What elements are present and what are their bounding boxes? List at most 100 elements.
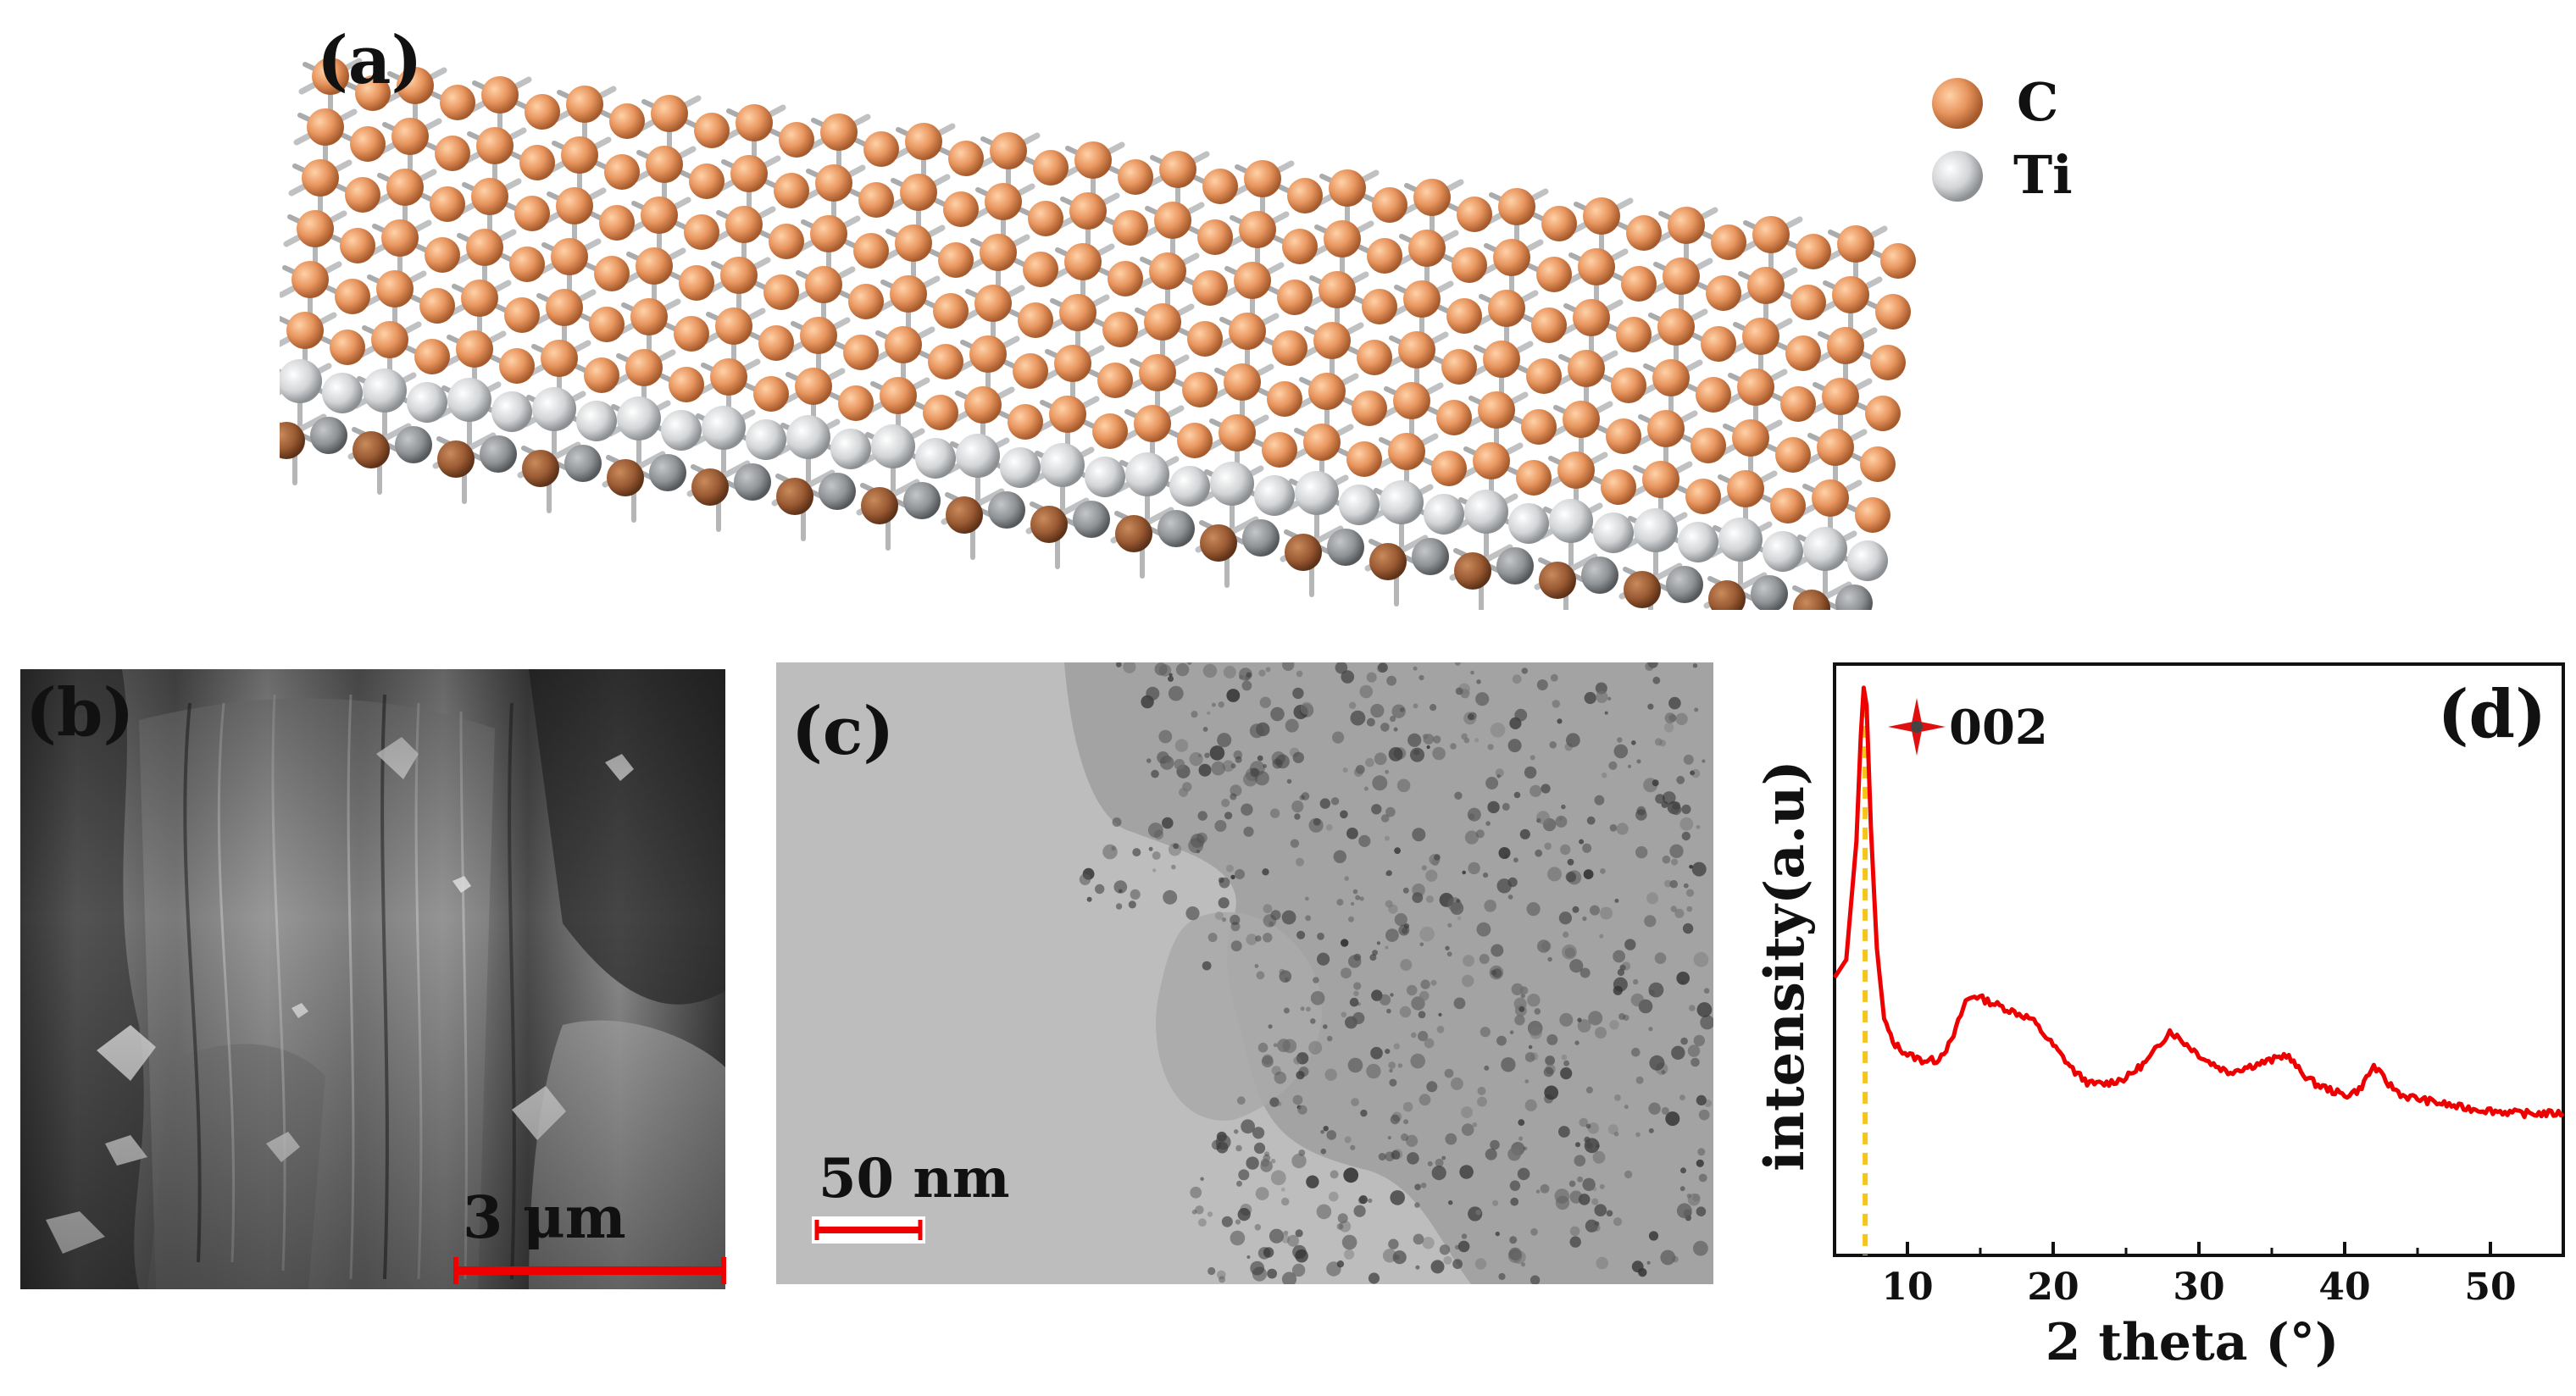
tem-particle bbox=[1456, 899, 1460, 903]
carbon-atom bbox=[435, 136, 470, 171]
carbon-atom bbox=[679, 265, 714, 301]
carbon-atom bbox=[1642, 461, 1679, 498]
tem-particle bbox=[1413, 666, 1418, 671]
carbon-atom bbox=[853, 233, 889, 269]
tem-particle bbox=[1446, 951, 1452, 957]
tem-particle bbox=[1655, 794, 1665, 804]
carbon-atom bbox=[1393, 382, 1430, 419]
carbon-atom bbox=[312, 58, 349, 95]
tem-particle bbox=[1174, 758, 1185, 770]
carbon-atom bbox=[371, 321, 408, 358]
carbon-atom-lower bbox=[691, 468, 729, 506]
titanium-atom-lower bbox=[1327, 529, 1364, 566]
tem-particle bbox=[1214, 911, 1224, 920]
tem-particle bbox=[1698, 1173, 1707, 1183]
tem-particle bbox=[1353, 1205, 1366, 1217]
tem-particle bbox=[1218, 701, 1224, 708]
tem-particle bbox=[1579, 967, 1591, 978]
tem-particle bbox=[1257, 1247, 1271, 1260]
tem-particle bbox=[1558, 1126, 1570, 1138]
tem-particle bbox=[1585, 1086, 1593, 1094]
tem-particle bbox=[1648, 1231, 1659, 1241]
tem-particle bbox=[1426, 745, 1430, 750]
titanium-atom bbox=[1549, 499, 1593, 543]
tem-particle bbox=[1702, 759, 1706, 763]
carbon-atom bbox=[1097, 363, 1133, 398]
tem-particle bbox=[1189, 752, 1203, 767]
tem-particle bbox=[1402, 887, 1409, 894]
tem-particle bbox=[1560, 1067, 1573, 1080]
tem-particle bbox=[1635, 1076, 1644, 1084]
tem-particle bbox=[1648, 982, 1664, 998]
titanium-atom bbox=[786, 415, 830, 459]
tem-particle bbox=[1297, 1105, 1307, 1115]
tem-particle bbox=[1696, 1002, 1713, 1017]
tem-particle bbox=[1648, 1102, 1661, 1115]
carbon-atom bbox=[1308, 373, 1346, 410]
tem-particle bbox=[1295, 1229, 1303, 1238]
tem-particle bbox=[1683, 754, 1694, 765]
titanium-atom-lower bbox=[1158, 510, 1195, 547]
tem-particle bbox=[1599, 1183, 1605, 1189]
titanium-atom bbox=[1593, 512, 1634, 553]
carbon-atom bbox=[938, 242, 974, 278]
carbon-atom-lower bbox=[861, 487, 898, 524]
carbon-atom bbox=[345, 177, 380, 213]
tem-particle bbox=[1485, 777, 1499, 789]
tem-particle bbox=[1433, 735, 1441, 744]
titanium-atom bbox=[1634, 508, 1678, 552]
x-axis-label: 2 theta (°) bbox=[2046, 1313, 2339, 1372]
tem-particle bbox=[1262, 1054, 1274, 1065]
carbon-atom bbox=[355, 75, 391, 111]
tem-particle bbox=[1518, 1006, 1525, 1012]
tem-particle bbox=[1474, 738, 1480, 743]
tem-particle bbox=[1202, 663, 1218, 679]
tem-particle bbox=[1693, 1240, 1708, 1256]
tem-particle bbox=[1617, 968, 1625, 977]
tem-particle bbox=[1514, 708, 1528, 722]
carbon-atom bbox=[584, 357, 619, 393]
tem-particle bbox=[1596, 690, 1608, 703]
star-center bbox=[1911, 721, 1923, 733]
tem-particle bbox=[1680, 1167, 1686, 1174]
tem-particle bbox=[1209, 745, 1225, 761]
carbon-atom bbox=[556, 187, 593, 224]
panel-b-label: (b) bbox=[25, 674, 135, 751]
tem-particle bbox=[1296, 670, 1303, 678]
titanium-atom-lower bbox=[1666, 566, 1703, 603]
tem-particle bbox=[1260, 1158, 1269, 1167]
tem-particle bbox=[1534, 1008, 1541, 1015]
tem-particle bbox=[1282, 1039, 1297, 1054]
panel-a-label: (a) bbox=[317, 22, 423, 99]
carbon-atom bbox=[725, 206, 763, 243]
tem-particle bbox=[1385, 806, 1396, 817]
tem-particle bbox=[1324, 1068, 1337, 1081]
titanium-atom bbox=[1295, 471, 1339, 515]
titanium-atom bbox=[491, 391, 532, 432]
legend-label-carbon: C bbox=[2017, 71, 2059, 133]
carbon-atom bbox=[1493, 239, 1530, 276]
tem-particle bbox=[1472, 1122, 1478, 1127]
tem-particle bbox=[1464, 830, 1479, 845]
tem-particle bbox=[1430, 1260, 1445, 1274]
tem-particle bbox=[1463, 737, 1470, 744]
tem-particle bbox=[1336, 1223, 1344, 1230]
carbon-atom bbox=[1531, 307, 1567, 343]
carbon-atom bbox=[1372, 187, 1407, 223]
legend-label-titanium: Ti bbox=[2013, 144, 2073, 206]
tem-particle bbox=[1521, 668, 1528, 674]
tem-micrograph bbox=[776, 657, 1715, 1287]
atom-legend: C Ti bbox=[1924, 68, 2127, 212]
tem-particle bbox=[1270, 1170, 1286, 1186]
carbon-atom bbox=[1488, 290, 1525, 327]
carbon-atom-lower bbox=[1200, 524, 1237, 562]
carbon-atom bbox=[1064, 243, 1102, 280]
tem-particle bbox=[1484, 900, 1496, 912]
tem-particle bbox=[1479, 954, 1490, 964]
titanium-atom-lower bbox=[1751, 575, 1788, 612]
tem-particle bbox=[1687, 1044, 1701, 1057]
tem-particle bbox=[1168, 843, 1182, 856]
tem-particle bbox=[1380, 814, 1390, 823]
carbon-atom bbox=[1267, 381, 1302, 417]
carbon-atom bbox=[1865, 396, 1901, 431]
